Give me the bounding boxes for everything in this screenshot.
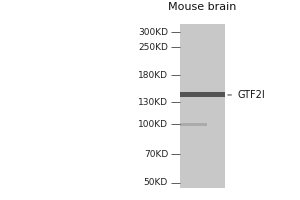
Text: 130KD: 130KD bbox=[138, 98, 168, 107]
Bar bbox=[180, 123, 207, 126]
Text: 100KD: 100KD bbox=[138, 120, 168, 129]
Text: 180KD: 180KD bbox=[138, 71, 168, 80]
Text: GTF2I: GTF2I bbox=[228, 90, 265, 100]
Bar bbox=[180, 92, 225, 97]
Bar bbox=[180, 24, 225, 188]
Text: 300KD: 300KD bbox=[138, 28, 168, 37]
Text: Mouse brain: Mouse brain bbox=[168, 2, 237, 12]
Text: 50KD: 50KD bbox=[144, 178, 168, 187]
Text: 250KD: 250KD bbox=[138, 43, 168, 52]
Text: 70KD: 70KD bbox=[144, 150, 168, 159]
